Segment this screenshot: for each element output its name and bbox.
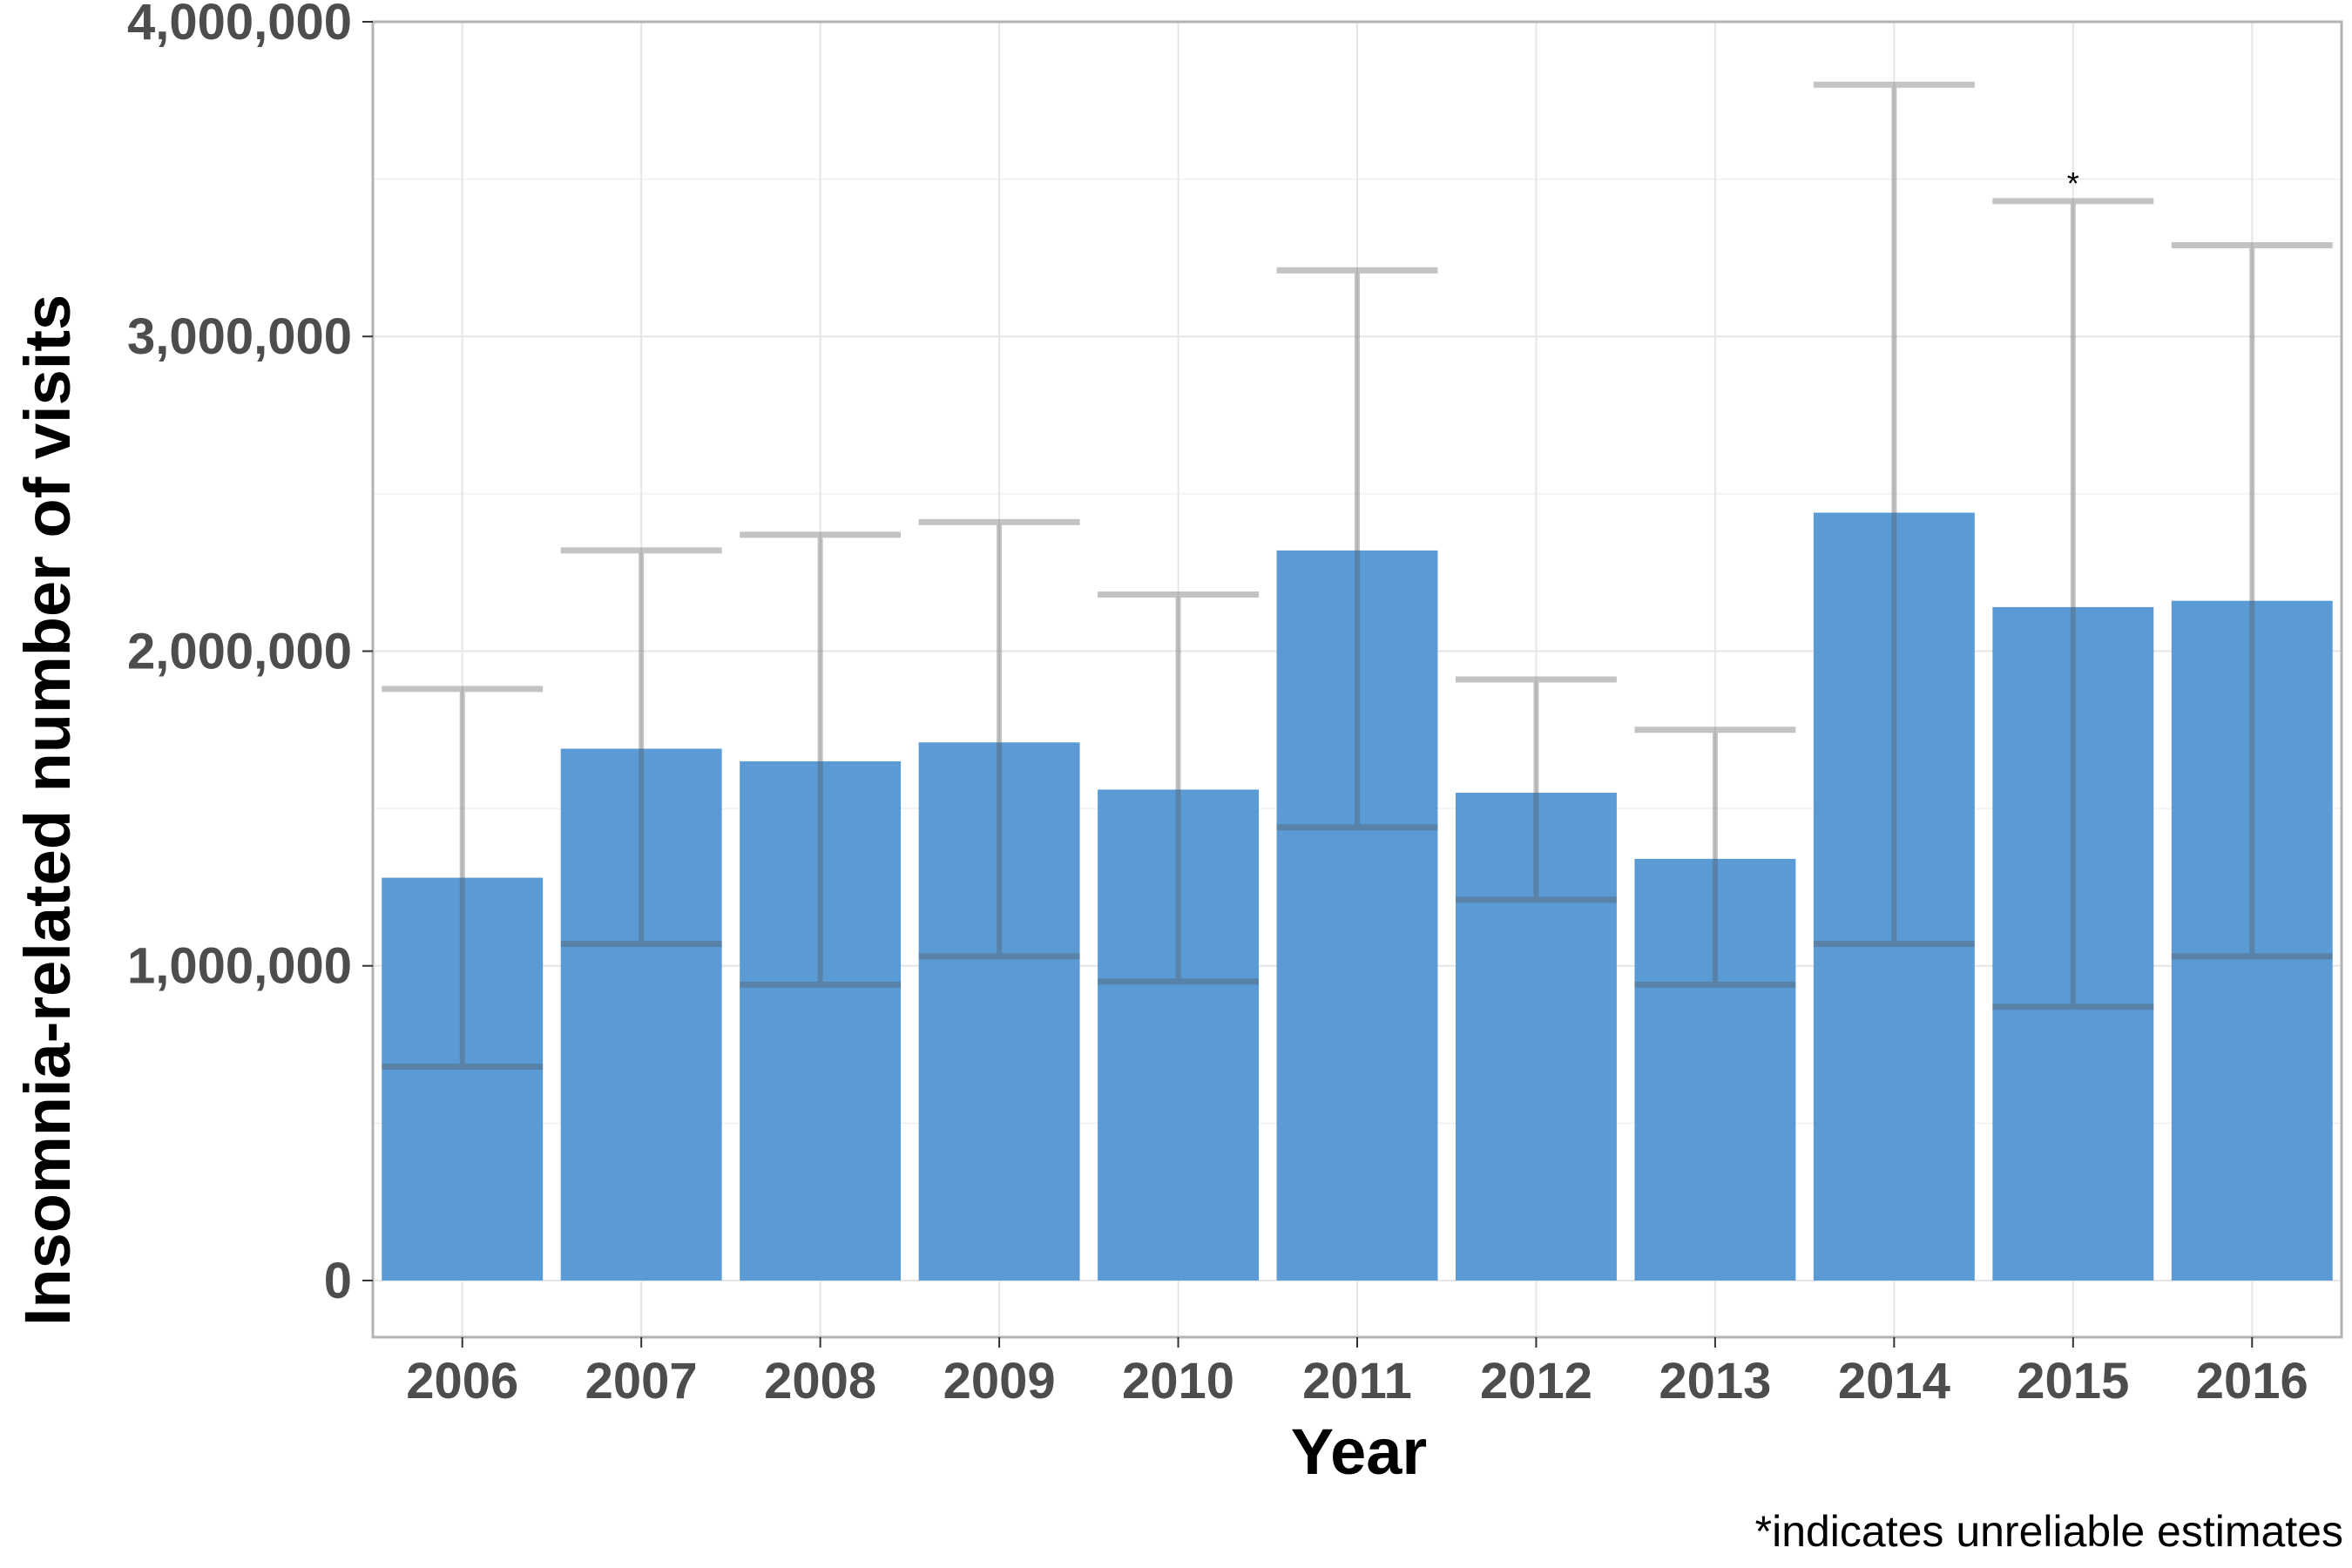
x-tick-label: 2012 [1480, 1353, 1592, 1409]
y-axis-title: Insomnia-related number of visits [11, 294, 84, 1326]
error-bar-2016 [2171, 241, 2333, 960]
bar-2016 [2171, 600, 2333, 1281]
bar-2008 [740, 760, 902, 1281]
y-tick-label: 2,000,000 [127, 623, 352, 679]
error-bar-2015 [1992, 198, 2154, 1010]
bars [382, 512, 2333, 1281]
x-tick-label: 2008 [764, 1353, 876, 1409]
bar-2012 [1456, 793, 1617, 1281]
x-tick-label: 2011 [1302, 1353, 1412, 1409]
bar-2014 [1813, 512, 1975, 1281]
x-tick-label: 2015 [2017, 1353, 2129, 1409]
bar-2007 [560, 748, 722, 1281]
x-tick-label: 2010 [1122, 1353, 1234, 1409]
y-tick-label: 3,000,000 [127, 308, 352, 365]
error-bars [382, 81, 2333, 1070]
error-bar-2007 [560, 547, 722, 947]
y-tick-label: 4,000,000 [127, 0, 352, 51]
y-tick-label: 0 [324, 1253, 352, 1309]
bar-2010 [1098, 789, 1259, 1281]
x-tick-label: 2016 [2196, 1353, 2308, 1409]
x-axis-ticks: 2006 2007 2008 2009 2010 2011 2012 2013 2014 2015… [406, 1337, 2308, 1409]
bar-2006 [382, 877, 544, 1281]
chart-caption: *indicates unreliable estimates [1755, 1507, 2343, 1556]
error-bar-2012 [1456, 676, 1617, 903]
x-tick-label: 2013 [1659, 1353, 1771, 1409]
unreliable-markers: * [2067, 166, 2079, 201]
error-bar-2008 [740, 531, 902, 988]
bar-2013 [1634, 858, 1796, 1281]
x-tick-label: 2006 [406, 1353, 518, 1409]
y-tick-label: 1,000,000 [127, 938, 352, 995]
error-bar-2011 [1276, 267, 1438, 831]
bar-2011 [1276, 550, 1438, 1281]
bar-2015 [1992, 606, 2154, 1281]
x-axis-title: Year [1291, 1416, 1427, 1488]
x-tick-label: 2009 [943, 1353, 1056, 1409]
unreliable-marker-2015: * [2067, 166, 2079, 201]
x-tick-label: 2014 [1838, 1353, 1950, 1409]
y-axis-ticks: 0 1,000,000 2,000,000 3,000,000 4,000,000 [127, 0, 373, 1309]
error-bar-2009 [918, 518, 1080, 960]
error-bar-2006 [382, 686, 544, 1070]
bar-2009 [918, 742, 1080, 1281]
x-tick-label: 2007 [585, 1353, 698, 1409]
error-bar-2010 [1098, 591, 1259, 985]
error-bar-2014 [1813, 81, 1975, 947]
error-bar-2013 [1634, 727, 1796, 988]
